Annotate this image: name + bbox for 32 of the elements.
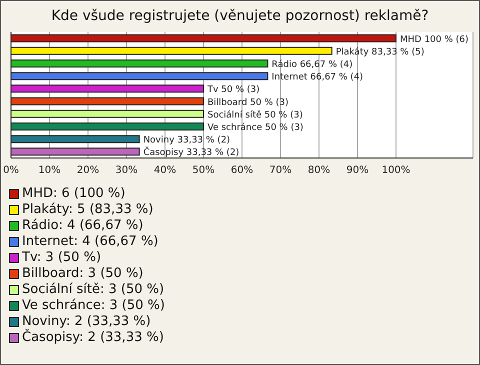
data-label: Plakáty 83,33 % (5) [336,46,424,58]
x-tick-label: 10% [38,165,61,176]
x-tick-label: 60% [230,165,254,176]
chart-title: Kde všude registrujete (věnujete pozornost) reklamě? [50,8,430,24]
x-tick-label: 70% [269,165,292,176]
x-tick-label: 50% [192,165,215,176]
text: Plakáty: 5 (83,33 %) [22,202,154,218]
x-tick-label: 90% [346,165,369,176]
data-label: Rádio 66,67 % (4) [272,58,353,70]
x-tick-label: 100% [382,165,410,176]
x-tick-label: 30% [115,165,138,176]
text: Billboard: 3 (50 %) [22,266,144,282]
text: Noviny: 2 (33,33 %) [22,314,151,329]
x-tick-label: 0% [3,165,19,176]
text: Sociální sítě: 3 (50 %) [22,282,164,298]
text: Rádio: 4 (66,67 %) [22,218,144,234]
x-tick-label: 20% [76,165,100,176]
data-label: Ve schránce 50 % (3) [208,122,304,133]
x-tick-label: 40% [154,165,176,176]
data-label: MHD 100 % (6) [400,34,469,45]
x-tick-label: 80% [308,165,330,176]
text: Časopisy: 2 (33,33 %) [22,330,164,346]
data-label: Tv 50 % (3) [206,85,260,96]
text: Internet: 4 (66,67 %) [22,234,158,250]
text: Ve schránce: 3 (50 %) [22,298,165,314]
data-label: Noviny 33,33 % (2) [143,136,230,146]
data-label: Billboard 50 % (3) [208,98,288,108]
data-label: Sociální sítě 50 % (3) [208,109,303,120]
data-label: Internet 66,67 % (4) [272,72,364,83]
text: Tv: 3 (50 %) [22,250,102,266]
text: MHD: 6 (100 %) [22,186,126,202]
data-label: Časopisy 33,33 % (2) [143,146,240,158]
